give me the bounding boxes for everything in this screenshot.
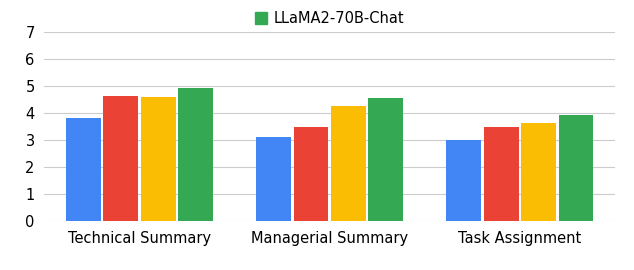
Bar <box>66 118 101 221</box>
Bar <box>521 123 556 221</box>
Bar <box>446 140 481 221</box>
Bar <box>559 115 593 221</box>
Bar <box>141 97 176 221</box>
Bar <box>256 137 291 221</box>
Bar <box>368 98 403 221</box>
Bar <box>331 106 366 221</box>
Bar <box>178 88 213 221</box>
Bar <box>294 127 328 221</box>
Bar <box>103 96 138 221</box>
Legend: LLaMA2-70B-Chat: LLaMA2-70B-Chat <box>255 11 404 26</box>
Bar <box>484 127 519 221</box>
